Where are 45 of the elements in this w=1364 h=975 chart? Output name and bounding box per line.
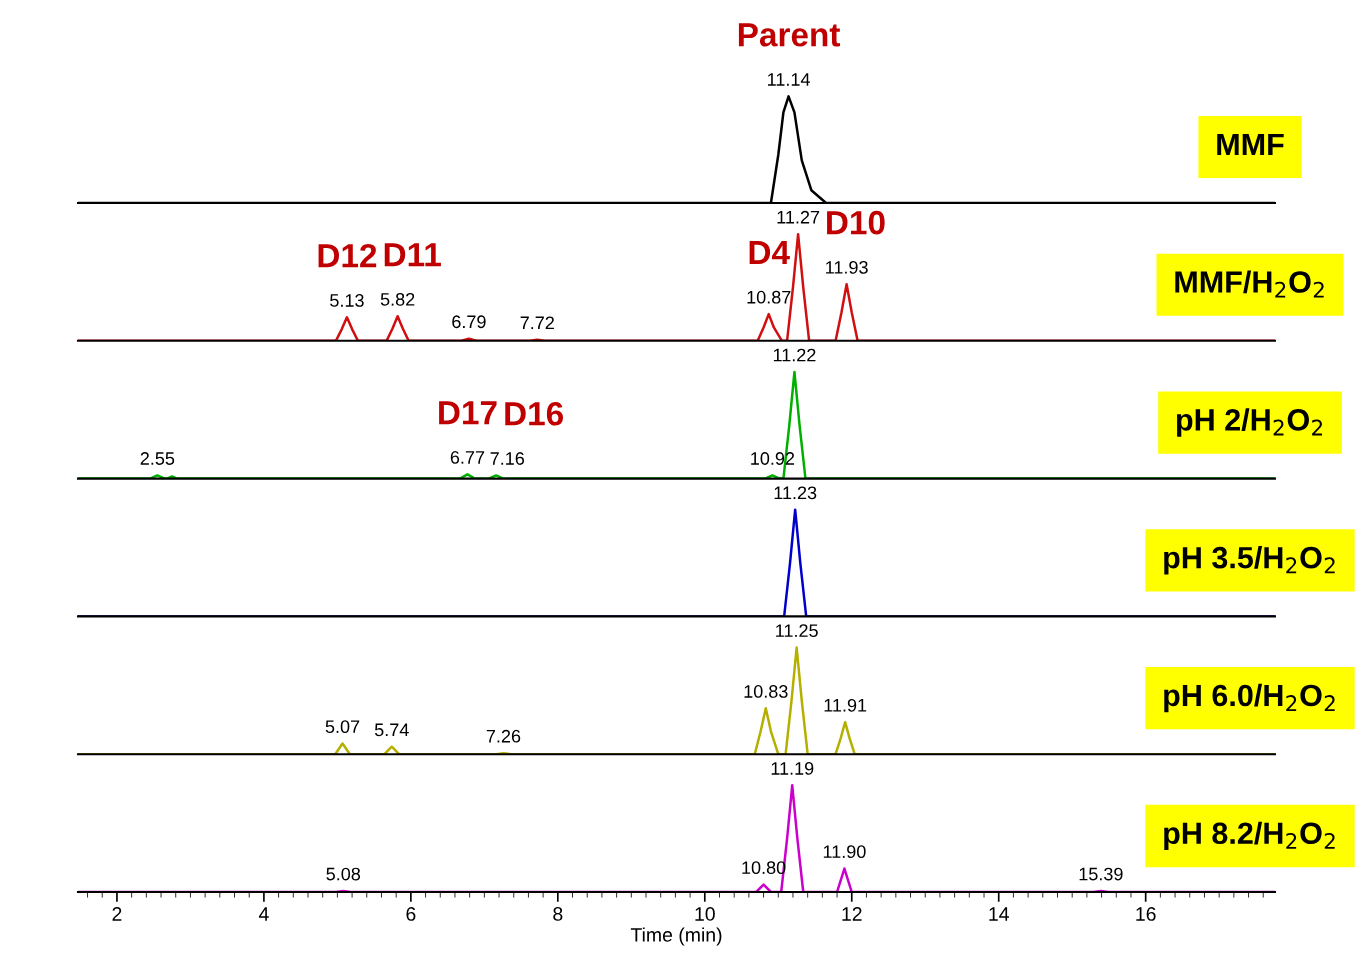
text: pH 2/H$_{2}$O$_{2}$ <box>1177 408 1323 437</box>
annotation: D17 <box>439 401 497 425</box>
annotation: D4 <box>749 241 790 264</box>
annotation: 6.77 <box>450 451 485 464</box>
annotation: 11.25 <box>776 624 818 638</box>
annotation: 11.91 <box>824 698 867 712</box>
annotation: D12 <box>318 243 377 268</box>
text: MMF/H$_{2}$O$_{2}$ <box>1175 270 1324 298</box>
annotation: 7.26 <box>486 729 521 743</box>
annotation: 6.79 <box>452 315 486 329</box>
text: pH 3.5/H$_{2}$O$_{2}$ <box>1164 546 1335 575</box>
x-tick-label: 4 <box>258 907 269 921</box>
annotation: 10.83 <box>744 685 788 698</box>
text: pH 8.2/H$_{2}$O$_{2}$ <box>1164 821 1335 851</box>
annotation: 11.93 <box>826 260 868 274</box>
annotation: 11.19 <box>771 762 814 775</box>
x-tick-label: 14 <box>989 907 1009 921</box>
annotation: 11.22 <box>773 348 816 362</box>
text: MMF <box>1217 133 1284 155</box>
x-tick-label: 10 <box>695 907 715 921</box>
annotation: 5.82 <box>380 292 415 306</box>
annotation: 5.08 <box>326 867 361 881</box>
x-tick-label: 16 <box>1136 907 1156 921</box>
x-tick-label: 8 <box>553 907 563 921</box>
annotation: 10.87 <box>747 290 791 304</box>
annotation: 7.16 <box>490 452 525 465</box>
annotation: 11.23 <box>774 486 817 500</box>
x-axis-title: Time (min) <box>630 927 722 946</box>
text: Parent <box>738 23 841 47</box>
annotation: 15.39 <box>1079 867 1123 881</box>
annotation: 11.27 <box>777 210 820 224</box>
annotation: 2.55 <box>140 452 175 465</box>
annotation: D11 <box>384 243 441 267</box>
annotation: 11.14 <box>768 73 810 86</box>
annotation: 5.74 <box>374 723 409 737</box>
annotation: 5.07 <box>325 720 360 734</box>
x-tick-label: 12 <box>842 907 862 921</box>
x-tick-label: 6 <box>406 907 416 921</box>
annotation: 11.90 <box>823 845 866 859</box>
text: pH 6.0/H$_{2}$O$_{2}$ <box>1164 683 1335 713</box>
annotation: 7.72 <box>520 316 554 330</box>
annotation: D16 <box>505 401 564 426</box>
annotation: 5.13 <box>330 294 364 307</box>
x-tick-label: 2 <box>112 907 122 921</box>
annotation: D10 <box>827 210 885 235</box>
